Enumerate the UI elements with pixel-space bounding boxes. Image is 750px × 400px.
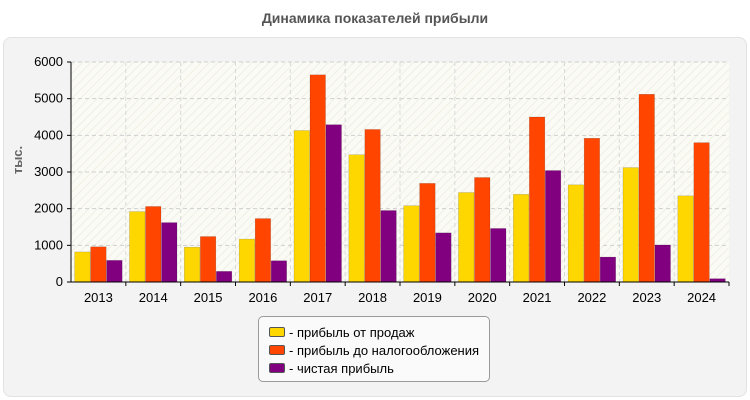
bar	[238, 238, 255, 283]
bar	[490, 228, 507, 283]
bar	[216, 271, 233, 283]
legend-label-net: - чистая прибыль	[289, 360, 394, 376]
bar	[654, 244, 671, 283]
x-tick-label: 2024	[687, 290, 716, 305]
bar	[458, 192, 475, 283]
x-tick-label: 2022	[577, 290, 606, 305]
legend-swatch-pretax	[269, 345, 285, 355]
bar	[638, 94, 655, 283]
y-tick-label: 4000	[34, 127, 63, 142]
bar	[622, 167, 639, 283]
bar	[380, 210, 397, 283]
bar	[677, 195, 694, 283]
legend-swatch-net	[269, 363, 285, 373]
axes: 0 1000 2000 3000 4000 5000 6000 2013 2014 2015 201…	[34, 54, 730, 305]
bar	[293, 130, 310, 283]
bar	[106, 260, 123, 283]
x-tick-label: 2023	[632, 290, 661, 305]
bar	[403, 205, 420, 283]
bar	[419, 183, 436, 283]
legend-swatch-sales	[269, 327, 285, 337]
x-tick-label: 2017	[303, 290, 332, 305]
y-tick-label: 1000	[34, 237, 63, 252]
bar	[545, 170, 562, 283]
bar	[325, 124, 342, 283]
bars	[74, 74, 726, 283]
x-tick-label: 2020	[468, 290, 497, 305]
x-tick-label: 2014	[139, 290, 168, 305]
bar	[161, 222, 178, 283]
legend-label-sales: - прибыль от продаж	[289, 324, 415, 340]
legend-item-net: - чистая прибыль	[269, 359, 489, 377]
x-tick-label: 2015	[194, 290, 223, 305]
y-tick-label: 2000	[34, 201, 63, 216]
bar	[599, 256, 616, 283]
bar	[184, 246, 201, 283]
bar	[364, 129, 381, 283]
bar	[567, 184, 584, 283]
x-tick-label: 2018	[358, 290, 387, 305]
bar	[90, 246, 107, 283]
grid	[71, 61, 729, 282]
x-tick-label: 2019	[413, 290, 442, 305]
x-tick-label: 2021	[523, 290, 552, 305]
chart-title: Динамика показателей прибыли	[261, 10, 489, 26]
y-axis-label: тыс.	[10, 146, 25, 174]
bar	[435, 232, 452, 283]
legend-item-sales: - прибыль от продаж	[269, 323, 489, 341]
x-tick-label: 2013	[84, 290, 113, 305]
y-tick-label: 3000	[34, 164, 63, 179]
bar	[145, 206, 162, 283]
y-tick-label: 0	[56, 274, 63, 289]
bar	[270, 260, 287, 283]
bar	[74, 251, 91, 283]
x-tick-label: 2016	[248, 290, 277, 305]
bar	[200, 236, 217, 283]
bar	[129, 211, 146, 283]
legend-label-pretax: - прибыль до налогообложения	[289, 342, 480, 358]
y-tick-label: 5000	[34, 91, 63, 106]
bar	[529, 116, 546, 283]
y-tick-label: 6000	[34, 54, 63, 69]
bar	[254, 218, 271, 283]
bar	[583, 138, 600, 283]
legend-item-pretax: - прибыль до налогообложения	[269, 341, 489, 359]
bar	[309, 74, 326, 283]
bar	[513, 194, 530, 283]
bar	[693, 142, 710, 283]
bar	[474, 177, 491, 283]
legend: - прибыль от продаж - прибыль до налогоо…	[258, 316, 490, 382]
bar	[348, 154, 365, 283]
